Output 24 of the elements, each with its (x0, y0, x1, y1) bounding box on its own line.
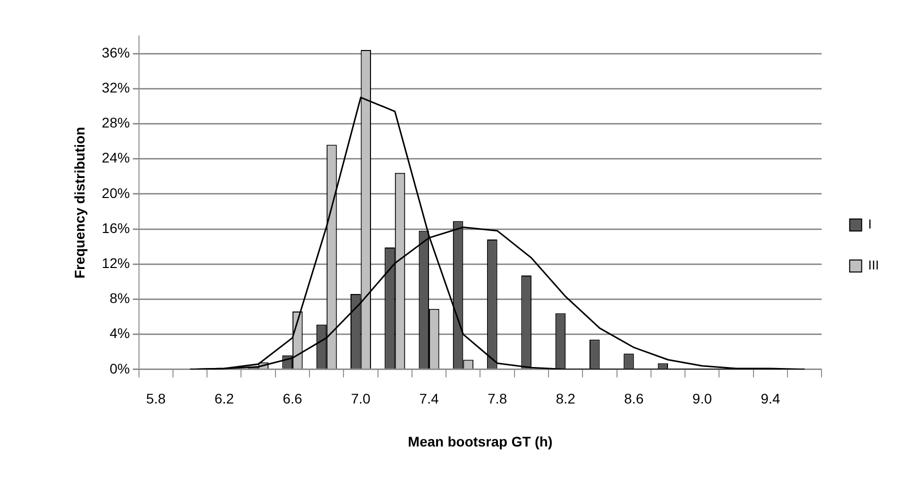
x-axis-title: Mean bootsrap GT (h) (408, 433, 553, 450)
y-tick-label: 20% (102, 184, 130, 201)
x-tick-label: 6.6 (282, 390, 302, 407)
y-tick-label: 28% (102, 114, 130, 131)
x-tick-label: 7.0 (351, 390, 371, 407)
y-tick-label: 8% (110, 290, 130, 306)
y-tick-label: 16% (102, 220, 130, 236)
x-tick-label: 8.2 (556, 390, 576, 407)
y-tick-label: 36% (102, 44, 130, 60)
x-tick-label: 9.4 (760, 390, 780, 407)
y-axis-title: Frequency distribution (71, 126, 88, 279)
x-tick-label: 9.0 (692, 390, 712, 407)
y-tick-label: 12% (102, 254, 130, 271)
x-tick-label: 7.8 (488, 390, 508, 407)
x-tick-label: 7.4 (419, 390, 439, 407)
legend-label: I (868, 216, 872, 232)
y-tick-label: 0% (110, 360, 130, 376)
legend-label: III (868, 258, 880, 273)
y-tick-label: 32% (102, 80, 130, 96)
x-tick-label: 5.8 (146, 390, 166, 407)
x-tick-label: 6.2 (214, 390, 234, 407)
y-tick-label: 24% (102, 150, 130, 166)
x-tick-label: 8.6 (624, 390, 644, 407)
y-tick-label: 4% (110, 325, 130, 342)
